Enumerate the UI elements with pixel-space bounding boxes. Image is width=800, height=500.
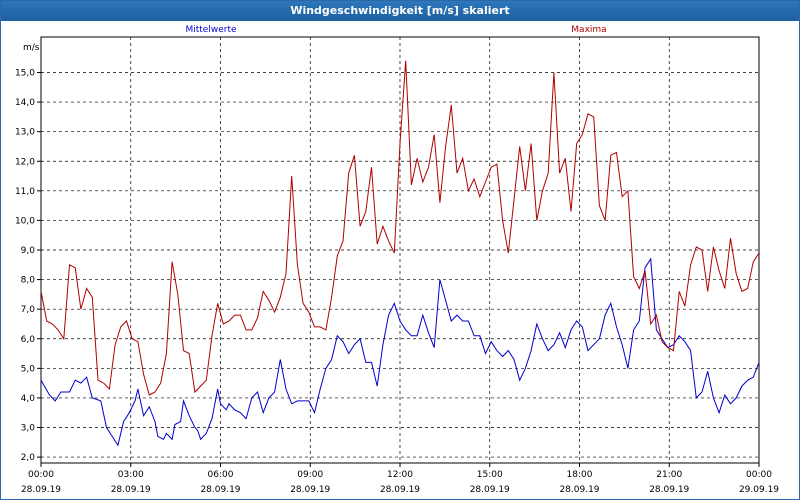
x-tick-time-label: 06:00 xyxy=(208,470,234,480)
y-tick-label: 10,0 xyxy=(15,216,35,226)
series-line-maxima xyxy=(40,60,760,396)
y-tick-label: 15,0 xyxy=(15,69,35,79)
grid xyxy=(41,37,759,463)
x-tick-date-label: 28.09.19 xyxy=(559,485,599,495)
x-tick-date-label: 28.09.19 xyxy=(380,485,420,495)
x-tick-date-label: 28.09.19 xyxy=(649,485,689,495)
window-title: Windgeschwindigkeit [m/s] skaliert xyxy=(1,1,799,21)
y-tick-label: 12,0 xyxy=(15,157,35,167)
legend: Mittelwerte Maxima xyxy=(185,25,606,35)
legend-entry-maxima: Maxima xyxy=(571,25,606,35)
y-axis: 2,0 3,0 4,0 5,0 6,0 7,0 8,0 9,0 10,0 11,0 12,0 13,0… xyxy=(15,69,41,463)
x-axis: 00:00 28.09.19 03:00 28.09.19 06:00 28.09.19 0… xyxy=(21,463,779,495)
x-tick-time-label: 00:00 xyxy=(746,470,772,480)
y-tick-label: 9,0 xyxy=(21,246,36,256)
x-tick-time-label: 18:00 xyxy=(567,470,593,480)
x-tick-time-label: 12:00 xyxy=(387,470,413,480)
legend-entry-mittelwerte: Mittelwerte xyxy=(185,25,236,35)
x-tick-date-label: 29.09.19 xyxy=(739,485,779,495)
y-tick-label: 14,0 xyxy=(15,98,35,108)
y-tick-label: 6,0 xyxy=(21,335,36,345)
x-tick-date-label: 28.09.19 xyxy=(470,485,510,495)
y-tick-label: 7,0 xyxy=(21,305,36,315)
x-tick-time-label: 03:00 xyxy=(118,470,144,480)
series-line-mittelwerte xyxy=(40,257,760,447)
y-tick-label: 11,0 xyxy=(15,187,35,197)
y-axis-label: m/s xyxy=(23,43,40,53)
y-tick-label: 3,0 xyxy=(21,424,36,434)
y-tick-label: 4,0 xyxy=(21,394,36,404)
x-tick-time-label: 15:00 xyxy=(477,470,503,480)
x-tick-time-label: 21:00 xyxy=(656,470,682,480)
x-tick-date-label: 28.09.19 xyxy=(21,485,61,495)
x-tick-date-label: 28.09.19 xyxy=(111,485,151,495)
y-tick-label: 8,0 xyxy=(21,276,36,286)
y-tick-label: 5,0 xyxy=(21,364,36,374)
x-tick-time-label: 09:00 xyxy=(297,470,323,480)
x-tick-date-label: 28.09.19 xyxy=(290,485,330,495)
x-tick-time-label: 00:00 xyxy=(28,470,54,480)
y-tick-label: 13,0 xyxy=(15,128,35,138)
x-tick-date-label: 28.09.19 xyxy=(200,485,240,495)
y-tick-label: 2,0 xyxy=(21,453,36,463)
series xyxy=(40,60,760,447)
